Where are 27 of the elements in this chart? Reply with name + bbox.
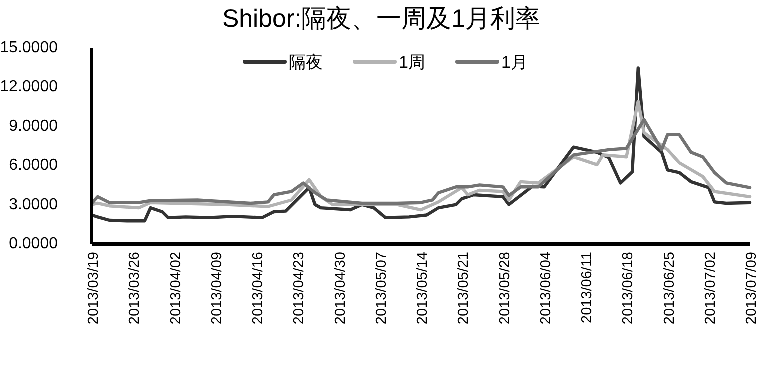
x-tick-label: 2013/04/09: [209, 252, 226, 325]
x-tick-label: 2013/04/02: [168, 252, 184, 325]
legend-label: 隔夜: [289, 53, 323, 72]
x-tick-label: 2013/07/09: [744, 252, 760, 325]
y-tick-label: 0.0000: [9, 236, 58, 252]
y-tick-label: 6.0000: [9, 157, 58, 174]
x-tick-label: 2013/05/21: [456, 252, 472, 325]
x-tick-label: 2013/05/28: [497, 252, 514, 325]
y-tick-label: 12.0000: [0, 78, 58, 96]
x-tick-label: 2013/03/19: [86, 252, 102, 325]
x-tick-label: 2013/03/26: [127, 252, 144, 325]
x-tick-label: 2013/06/11: [580, 252, 596, 324]
legend-label: 1周: [399, 53, 426, 72]
y-tick-label: 15.0000: [0, 40, 58, 56]
x-tick-label: 2013/06/25: [662, 252, 678, 325]
x-tick-label: 2013/05/07: [374, 252, 390, 325]
legend-label: 1月: [501, 53, 528, 72]
x-tick-label: 2013/05/14: [415, 252, 431, 325]
chart-title: Shibor:隔夜、一周及1月利率: [222, 5, 541, 33]
x-tick-label: 2013/04/16: [250, 252, 266, 325]
x-tick-label: 2013/06/18: [620, 252, 637, 325]
x-tick-label: 2013/07/02: [702, 252, 719, 325]
y-tick-label: 3.0000: [9, 196, 58, 214]
y-tick-label: 9.0000: [9, 118, 58, 135]
x-tick-label: 2013/04/23: [292, 252, 308, 325]
x-tick-label: 2013/06/04: [538, 252, 554, 325]
x-tick-label: 2013/04/30: [332, 252, 349, 325]
